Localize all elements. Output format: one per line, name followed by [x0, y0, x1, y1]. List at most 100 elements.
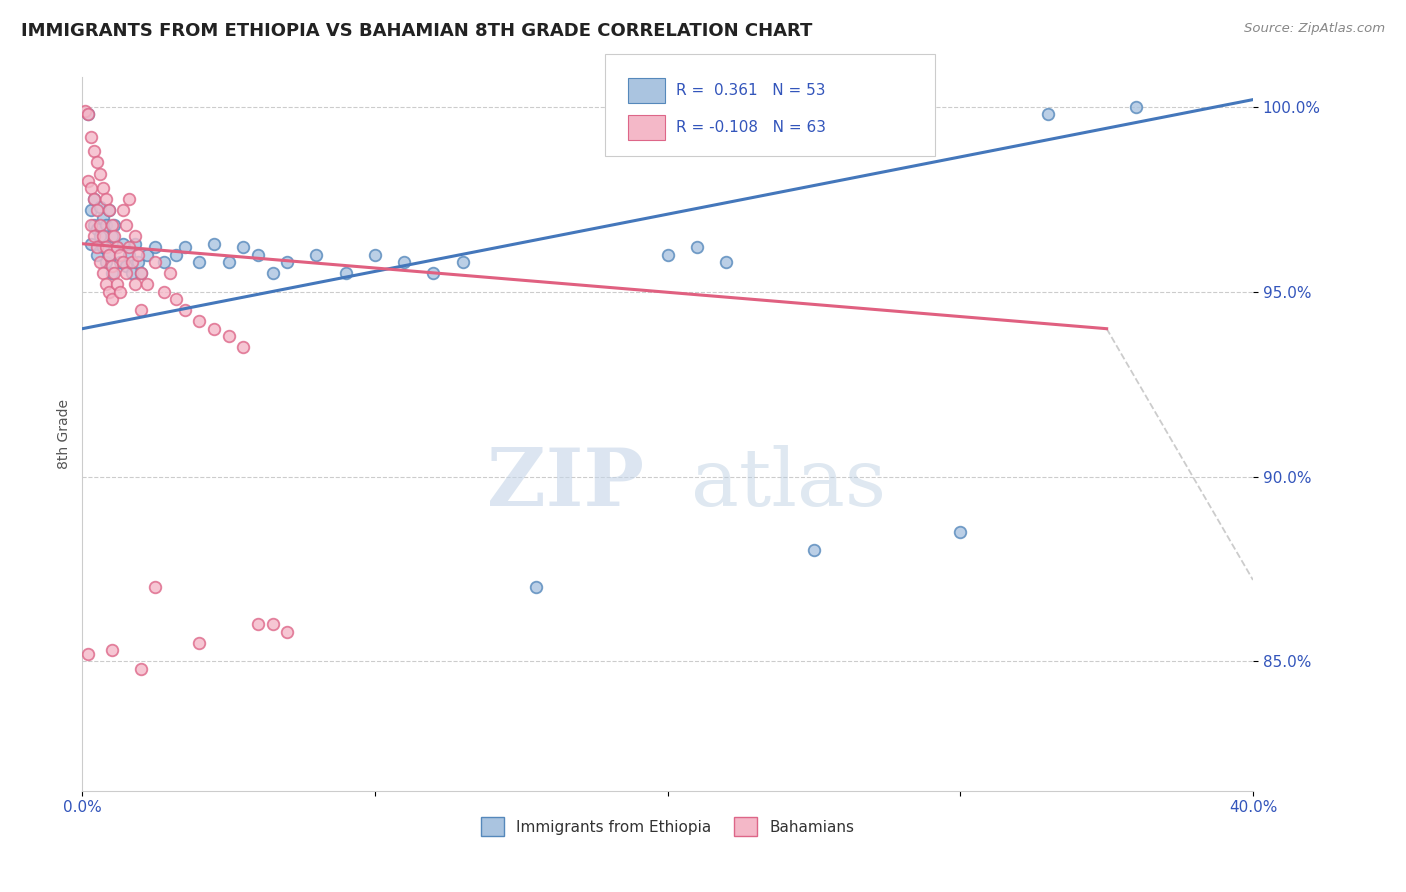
Point — [218, 329, 240, 343]
Point — [94, 219, 117, 233]
Point — [80, 181, 103, 195]
Point — [173, 240, 195, 254]
Point — [145, 580, 167, 594]
Point — [1036, 107, 1059, 121]
Point — [110, 255, 132, 269]
Point — [451, 255, 474, 269]
Point — [91, 266, 114, 280]
Point — [714, 255, 737, 269]
Text: ZIP: ZIP — [488, 445, 644, 523]
Point — [91, 211, 114, 225]
Point — [94, 255, 117, 269]
Point — [103, 229, 125, 244]
Point — [305, 248, 328, 262]
Point — [124, 236, 146, 251]
Point — [121, 266, 143, 280]
Point — [80, 129, 103, 144]
Point — [202, 321, 225, 335]
Point — [657, 248, 679, 262]
Point — [124, 229, 146, 244]
Point — [110, 248, 132, 262]
Point — [165, 248, 187, 262]
Point — [135, 248, 157, 262]
Point — [110, 285, 132, 299]
Point — [80, 203, 103, 218]
Point — [107, 240, 129, 254]
Point — [145, 240, 167, 254]
Point — [89, 167, 111, 181]
Point — [153, 285, 176, 299]
Point — [124, 277, 146, 292]
Point — [97, 248, 120, 262]
Point — [112, 236, 135, 251]
Point — [422, 266, 444, 280]
Point — [153, 255, 176, 269]
Point — [686, 240, 709, 254]
Point — [86, 240, 108, 254]
Point — [188, 636, 211, 650]
Point — [100, 266, 122, 280]
Point — [107, 240, 129, 254]
Text: IMMIGRANTS FROM ETHIOPIA VS BAHAMIAN 8TH GRADE CORRELATION CHART: IMMIGRANTS FROM ETHIOPIA VS BAHAMIAN 8TH… — [21, 22, 813, 40]
Point — [86, 203, 108, 218]
Point — [100, 229, 122, 244]
Point — [80, 236, 103, 251]
Point — [118, 240, 141, 254]
Point — [188, 314, 211, 328]
Point — [115, 259, 138, 273]
Point — [100, 259, 122, 273]
Point — [83, 193, 105, 207]
Point — [135, 277, 157, 292]
Point — [86, 222, 108, 236]
Point — [103, 266, 125, 280]
Point — [115, 219, 138, 233]
Point — [83, 219, 105, 233]
Point — [77, 107, 100, 121]
Point — [97, 285, 120, 299]
Point — [246, 248, 269, 262]
Point — [112, 203, 135, 218]
Point — [112, 255, 135, 269]
Point — [89, 200, 111, 214]
Text: R =  0.361   N = 53: R = 0.361 N = 53 — [676, 83, 825, 98]
Point — [89, 229, 111, 244]
Point — [94, 277, 117, 292]
Point — [145, 255, 167, 269]
Point — [129, 266, 152, 280]
Point — [91, 229, 114, 244]
Point — [127, 255, 149, 269]
Point — [83, 193, 105, 207]
Point — [80, 219, 103, 233]
Point — [89, 219, 111, 233]
Point — [188, 255, 211, 269]
Text: atlas: atlas — [690, 445, 886, 523]
Point — [129, 662, 152, 676]
Point — [86, 248, 108, 262]
Point — [115, 266, 138, 280]
Point — [276, 255, 298, 269]
Point — [165, 292, 187, 306]
Point — [121, 255, 143, 269]
Point — [97, 248, 120, 262]
Legend: Immigrants from Ethiopia, Bahamians: Immigrants from Ethiopia, Bahamians — [474, 810, 862, 844]
Point — [364, 248, 387, 262]
Point — [524, 580, 547, 594]
Point — [232, 240, 254, 254]
Point — [100, 219, 122, 233]
Point — [83, 229, 105, 244]
Text: Source: ZipAtlas.com: Source: ZipAtlas.com — [1244, 22, 1385, 36]
Point — [394, 255, 416, 269]
Point — [77, 107, 100, 121]
Point — [246, 617, 269, 632]
Point — [118, 248, 141, 262]
Point — [276, 624, 298, 639]
Point — [129, 303, 152, 318]
Point — [103, 219, 125, 233]
Point — [94, 240, 117, 254]
Point — [100, 292, 122, 306]
Point — [159, 266, 181, 280]
Point — [129, 266, 152, 280]
Point — [262, 266, 284, 280]
Point — [173, 303, 195, 318]
Point — [335, 266, 357, 280]
